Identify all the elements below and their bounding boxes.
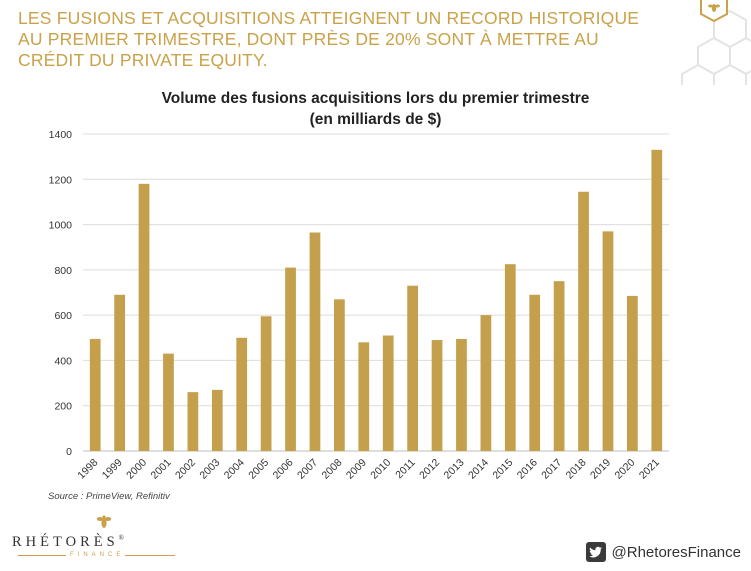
bar-2010: [382, 335, 394, 451]
brand-subtitle: FINANCE: [70, 552, 125, 558]
y-tick-label: 1200: [49, 174, 73, 186]
x-tick-label: 2004: [222, 457, 247, 482]
twitter-icon: [585, 542, 606, 562]
bar-2017: [553, 281, 565, 451]
x-tick-label: 2016: [515, 457, 540, 482]
bar-2002: [187, 392, 199, 451]
source-note: Source : PrimeView, Refinitiv: [48, 491, 170, 502]
rhetores-logo: [96, 515, 112, 528]
headline: LES FUSIONS ET ACQUISITIONS ATTEIGNENT U…: [18, 8, 640, 70]
x-tick-label: 2012: [417, 457, 442, 482]
bar-2008: [334, 299, 345, 451]
bar-2011: [407, 285, 418, 451]
chart-title: Volume des fusions acquisitions lors du …: [161, 90, 590, 107]
x-tick-label: 1998: [75, 457, 100, 482]
x-tick-label: 2005: [246, 457, 271, 482]
y-tick-label: 800: [54, 265, 72, 277]
bar-2000: [138, 183, 150, 452]
bar-2004: [236, 337, 248, 451]
bar-2009: [358, 342, 370, 451]
bar-2019: [602, 231, 614, 451]
bar-2018: [578, 191, 589, 451]
bar-1998: [89, 338, 101, 451]
y-tick-label: 600: [54, 310, 72, 322]
x-tick-label: 1999: [100, 457, 125, 482]
brand-divider-right: [125, 555, 175, 556]
bee-icon: [96, 515, 112, 528]
x-tick-label: 2007: [295, 457, 320, 482]
bar-2007: [309, 232, 321, 451]
bar-1999: [114, 294, 125, 451]
y-tick-label: 400: [54, 355, 72, 367]
x-tick-label: 2000: [124, 457, 149, 482]
x-tick-label: 2020: [612, 457, 637, 482]
y-tick-label: 200: [54, 401, 72, 413]
brand-divider-left: [18, 555, 66, 556]
bar-2016: [529, 294, 541, 451]
bar-2021: [651, 149, 663, 451]
x-tick-label: 2006: [271, 457, 296, 482]
bar-2003: [211, 389, 223, 451]
bee-icon: [708, 4, 720, 12]
bar-2015: [504, 264, 516, 451]
x-tick-label: 2003: [197, 457, 222, 482]
bar-2012: [431, 340, 443, 451]
x-tick-label: 2015: [490, 457, 515, 482]
bar-2013: [456, 338, 467, 451]
chart-subtitle: (en milliards de $): [309, 111, 442, 128]
x-tick-label: 2017: [539, 457, 564, 482]
bar-2005: [260, 316, 272, 451]
x-tick-label: 2019: [588, 457, 613, 482]
y-tick-label: 0: [66, 446, 72, 458]
hexagon-logo: [681, 0, 751, 85]
x-tick-label: 2002: [173, 457, 198, 482]
y-tick-label: 1400: [49, 129, 73, 141]
x-tick-label: 2009: [344, 457, 369, 482]
x-tick-label: 2011: [393, 457, 418, 482]
x-tick-label: 2013: [442, 457, 467, 482]
bar-2020: [627, 295, 638, 451]
bar-2001: [163, 353, 174, 451]
twitter-link[interactable]: @RhetoresFinance: [585, 542, 741, 562]
bar-2006: [285, 267, 296, 451]
y-tick-label: 1000: [49, 220, 73, 232]
x-tick-label: 2014: [466, 457, 491, 482]
x-tick-label: 2008: [319, 457, 344, 482]
twitter-handle: @RhetoresFinance: [611, 543, 741, 561]
x-tick-label: 2010: [368, 457, 393, 482]
x-tick-label: 2018: [564, 457, 589, 482]
x-tick-label: 2021: [637, 457, 662, 482]
brand-name: RHÉTORÈS®: [12, 534, 124, 550]
bar-2014: [480, 315, 492, 451]
x-tick-label: 2001: [149, 457, 174, 482]
